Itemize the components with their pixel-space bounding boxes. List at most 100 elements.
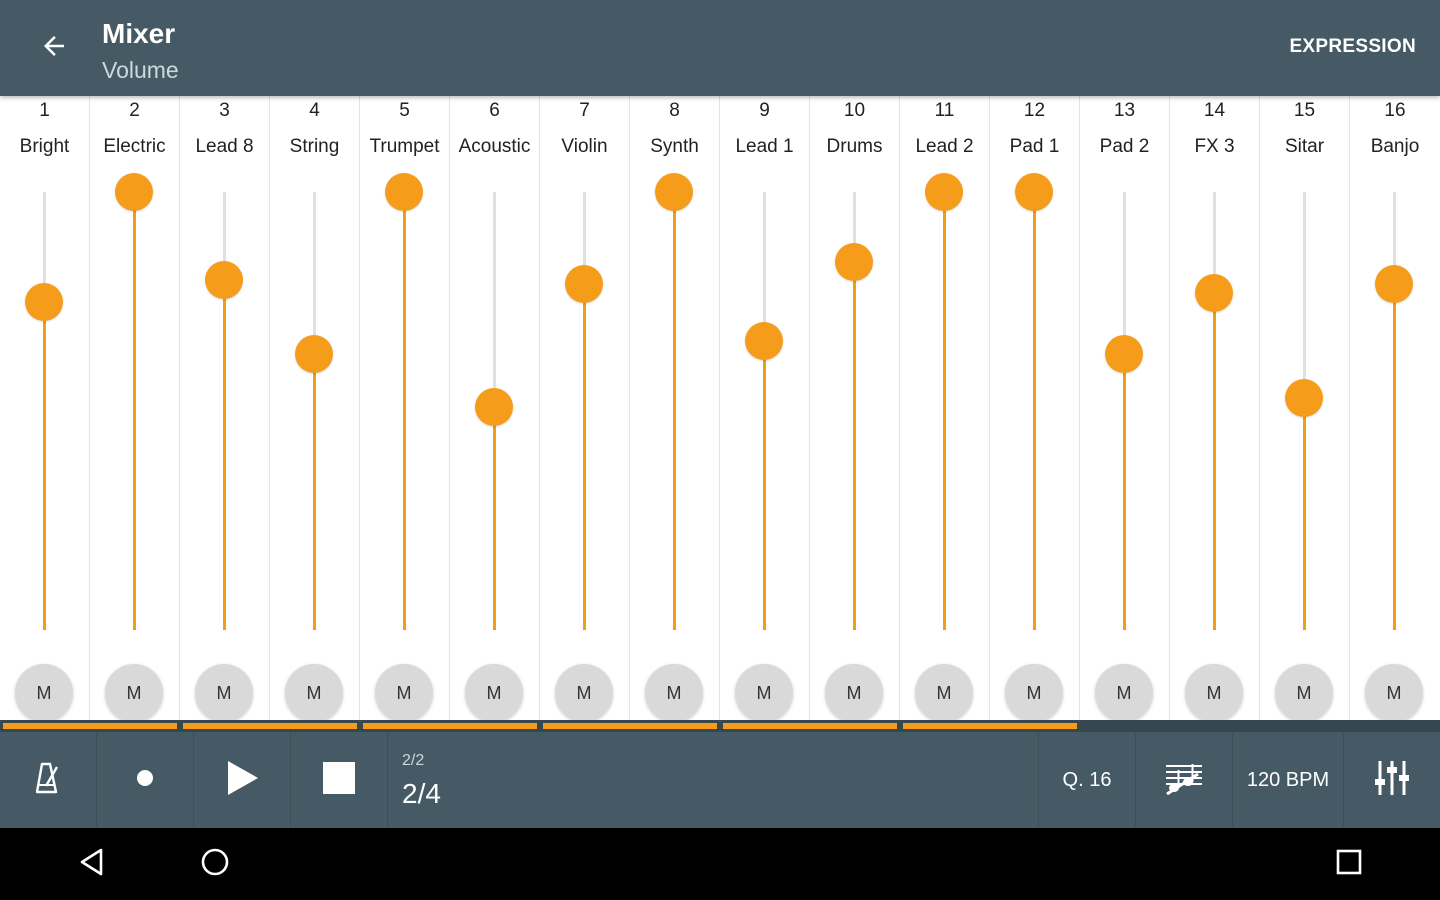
channel-number: 5 <box>399 100 410 121</box>
volume-slider-handle[interactable] <box>25 282 63 321</box>
volume-slider-handle[interactable] <box>745 321 783 360</box>
quantize-button[interactable]: Q. 16 <box>1039 732 1135 828</box>
mixer-channel: 13 Pad 2 M <box>1080 96 1170 722</box>
stop-button[interactable] <box>291 732 387 828</box>
volume-slider-fill <box>43 301 46 630</box>
channel-name: Bright <box>19 136 70 157</box>
volume-slider-handle[interactable] <box>295 335 333 374</box>
volume-slider[interactable] <box>1195 192 1233 630</box>
volume-slider-handle[interactable] <box>835 243 873 282</box>
song-progress-bar[interactable] <box>0 720 1440 732</box>
mixer-button[interactable] <box>1344 732 1440 828</box>
mute-button[interactable]: M <box>465 664 523 722</box>
volume-slider-fill <box>583 283 586 630</box>
mute-button[interactable]: M <box>375 664 433 722</box>
volume-slider-handle[interactable] <box>925 173 963 211</box>
nav-home-button[interactable] <box>185 840 245 888</box>
volume-slider[interactable] <box>1375 192 1413 630</box>
mute-button[interactable]: M <box>195 664 253 722</box>
notes-edit-button[interactable] <box>1136 732 1232 828</box>
mixer-channel: 14 FX 3 M <box>1170 96 1260 722</box>
volume-slider-handle[interactable] <box>205 260 243 299</box>
channel-name: Trumpet <box>369 136 440 157</box>
volume-slider-handle[interactable] <box>1285 378 1323 417</box>
expression-button[interactable]: EXPRESSION <box>1289 36 1416 57</box>
mute-button[interactable]: M <box>915 664 973 722</box>
volume-slider[interactable] <box>655 173 693 630</box>
mixer-channel: 12 Pad 1 M <box>990 96 1080 722</box>
volume-slider-fill <box>853 262 856 630</box>
volume-slider-fill <box>1123 354 1126 630</box>
volume-slider-fill <box>493 406 496 630</box>
volume-slider[interactable] <box>295 192 333 630</box>
back-button[interactable] <box>26 24 82 72</box>
channel-name: String <box>289 136 340 157</box>
mixer-channel: 6 Acoustic M <box>450 96 540 722</box>
volume-slider[interactable] <box>1015 173 1053 630</box>
nav-recents-button[interactable] <box>1319 840 1379 888</box>
metronome-button[interactable] <box>0 732 96 828</box>
volume-slider[interactable] <box>925 173 963 630</box>
mute-button[interactable]: M <box>285 664 343 722</box>
volume-slider-handle[interactable] <box>1015 173 1053 211</box>
channel-number: 14 <box>1203 100 1226 121</box>
channel-name: Electric <box>103 136 166 157</box>
channel-number: 7 <box>579 100 590 121</box>
volume-slider-handle[interactable] <box>1375 264 1413 303</box>
page-title: Mixer <box>102 18 176 49</box>
nav-recents-icon <box>1335 848 1363 881</box>
mute-button[interactable]: M <box>1095 664 1153 722</box>
volume-slider-fill <box>1303 397 1306 630</box>
progress-segment <box>3 723 177 729</box>
channel-number: 11 <box>934 100 955 121</box>
volume-slider-handle[interactable] <box>565 264 603 303</box>
volume-slider-handle[interactable] <box>655 173 693 211</box>
volume-slider[interactable] <box>475 192 513 630</box>
nav-back-icon <box>77 847 107 882</box>
volume-slider-fill <box>673 192 676 630</box>
channel-name: Acoustic <box>458 136 531 157</box>
volume-slider[interactable] <box>385 173 423 630</box>
volume-slider-handle[interactable] <box>475 387 513 426</box>
record-button[interactable] <box>97 732 193 828</box>
mute-button[interactable]: M <box>105 664 163 722</box>
system-nav-bar <box>0 828 1440 900</box>
mixer-channel: 9 Lead 1 M <box>720 96 810 722</box>
mute-button[interactable]: M <box>1185 664 1243 722</box>
mute-button[interactable]: M <box>825 664 883 722</box>
channel-name: Lead 2 <box>915 136 974 157</box>
mute-button[interactable]: M <box>1365 664 1423 722</box>
record-icon <box>135 768 155 793</box>
channel-name: Lead 8 <box>195 136 254 157</box>
volume-slider[interactable] <box>565 192 603 630</box>
divider <box>290 732 291 828</box>
volume-slider-fill <box>763 340 766 630</box>
volume-slider-handle[interactable] <box>115 173 153 211</box>
nav-back-button[interactable] <box>62 840 122 888</box>
channel-name: FX 3 <box>1194 136 1235 157</box>
mute-button[interactable]: M <box>15 664 73 722</box>
channel-number: 1 <box>39 100 50 121</box>
mute-button[interactable]: M <box>1275 664 1333 722</box>
volume-slider[interactable] <box>1285 192 1323 630</box>
volume-slider[interactable] <box>745 192 783 630</box>
mute-button[interactable]: M <box>1005 664 1063 722</box>
volume-slider[interactable] <box>115 173 153 630</box>
mute-button[interactable]: M <box>645 664 703 722</box>
volume-slider[interactable] <box>25 192 63 630</box>
mute-button[interactable]: M <box>735 664 793 722</box>
volume-slider-handle[interactable] <box>1105 335 1143 374</box>
volume-slider[interactable] <box>835 192 873 630</box>
volume-slider-handle[interactable] <box>385 173 423 211</box>
volume-slider-fill <box>943 192 946 630</box>
play-button[interactable] <box>194 732 290 828</box>
volume-slider-fill <box>223 279 226 630</box>
volume-slider[interactable] <box>1105 192 1143 630</box>
volume-slider[interactable] <box>205 192 243 630</box>
mute-button[interactable]: M <box>555 664 613 722</box>
tempo-button[interactable]: 120 BPM <box>1233 732 1343 828</box>
channel-number: 16 <box>1384 100 1406 121</box>
progress-segment <box>183 723 357 729</box>
volume-slider-handle[interactable] <box>1195 273 1233 312</box>
progress-segment <box>723 723 897 729</box>
